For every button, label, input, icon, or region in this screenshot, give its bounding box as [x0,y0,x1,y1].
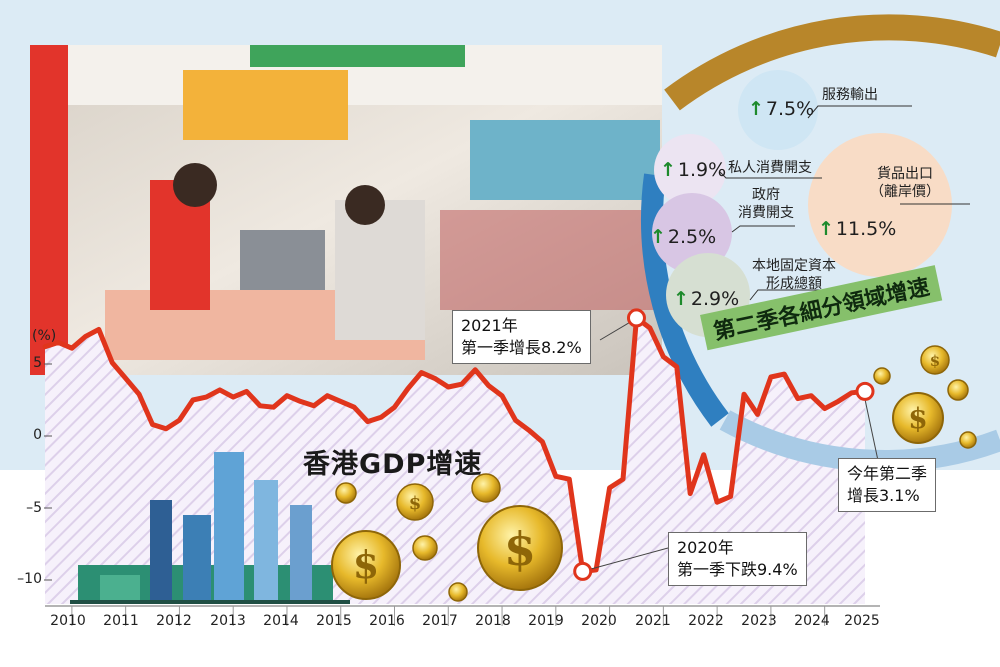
x-tick-label-2022: 2022 [688,613,724,629]
bubble-service-export [738,70,818,150]
annotation-2025-latest-line1: 今年第二季 [847,464,928,483]
x-tick-label-2024: 2024 [794,613,830,629]
highlight-point-1 [573,561,593,581]
y-tick-label-minus10: –10 [17,571,42,587]
x-tick-label-2019: 2019 [528,613,564,629]
x-tick-label-2021: 2021 [635,613,671,629]
annotation-2025-latest-line2: 增長3.1% [847,486,920,505]
x-axis-ticks [71,606,826,626]
x-tick-label-2013: 2013 [210,613,246,629]
svg-text:$: $ [908,402,927,435]
y-tick-label-minus5: –5 [26,500,42,516]
bubble-government-consumption [652,193,732,273]
highlight-point-0 [626,308,646,328]
x-tick-label-2014: 2014 [263,613,299,629]
highlight-point-2 [855,381,875,401]
svg-text:$: $ [353,542,379,587]
sector-private-consumption-name: 私人消費開支 [728,160,812,176]
up-arrow-icon: ↑ [818,218,834,240]
sector-private-consumption-value: ↑ 1.9% [660,159,727,181]
x-tick-label-2015: 2015 [316,613,352,629]
annotation-2020-trough: 2020年 第一季下跌9.4% [668,532,807,586]
sector-leader-lines [719,105,970,301]
up-arrow-icon: ↑ [748,98,764,120]
annotation-2021-peak-line1: 2021年 [461,316,518,335]
coins-illustration [331,345,977,602]
skyline-illustration [70,452,350,604]
coin-dollar-signs: $ $ $ $ $ [353,352,940,587]
y-axis [44,363,52,581]
up-arrow-icon: ↑ [673,288,689,310]
gdp-area [45,317,865,604]
supermarket-photo [30,45,662,375]
x-tick-label-2017: 2017 [422,613,458,629]
x-tick-label-2012: 2012 [156,613,192,629]
chart-title: 香港GDP增速 [303,449,483,480]
sector-government-consumption-value: ↑ 2.5% [650,226,717,248]
svg-text:$: $ [409,493,422,514]
x-tick-label-2023: 2023 [741,613,777,629]
sector-goods-export-value: ↑ 11.5% [818,218,897,240]
sector-fixed-capital-value: ↑ 2.9% [673,288,740,310]
x-tick-label-2025: 2025 [844,613,880,629]
annotation-2020-trough-line1: 2020年 [677,538,734,557]
bubble-goods-export [808,133,952,277]
bubble-private-consumption [654,134,726,206]
svg-text:$: $ [504,522,536,576]
svg-text:$: $ [930,352,940,370]
x-tick-label-2011: 2011 [103,613,139,629]
annotation-2021-peak-line2: 第一季增長8.2% [461,338,582,357]
annotation-2020-trough-line2: 第一季下跌9.4% [677,560,798,579]
x-tick-label-2018: 2018 [475,613,511,629]
sector-goods-export-name: 貨品出口 （離岸價） [870,166,940,200]
sector-service-export-value: ↑ 7.5% [748,98,815,120]
gdp-growth-line [42,315,868,574]
annotation-2021-peak: 2021年 第一季增長8.2% [452,310,591,364]
x-tick-label-2016: 2016 [369,613,405,629]
y-tick-label-5: 5 [33,355,42,371]
x-tick-label-2020: 2020 [581,613,617,629]
sector-fixed-capital-name: 本地固定資本 形成總額 [752,258,836,292]
highlight-markers [573,308,875,581]
sector-service-export-name: 服務輸出 [822,87,878,103]
annotation-2025-latest: 今年第二季 增長3.1% [838,458,937,512]
up-arrow-icon: ↑ [660,159,676,181]
y-axis-unit: (%) [32,328,57,344]
y-tick-label-0: 0 [33,427,42,443]
sector-government-consumption-name: 政府 消費開支 [738,187,794,221]
up-arrow-icon: ↑ [650,226,666,248]
x-tick-label-2010: 2010 [50,613,86,629]
